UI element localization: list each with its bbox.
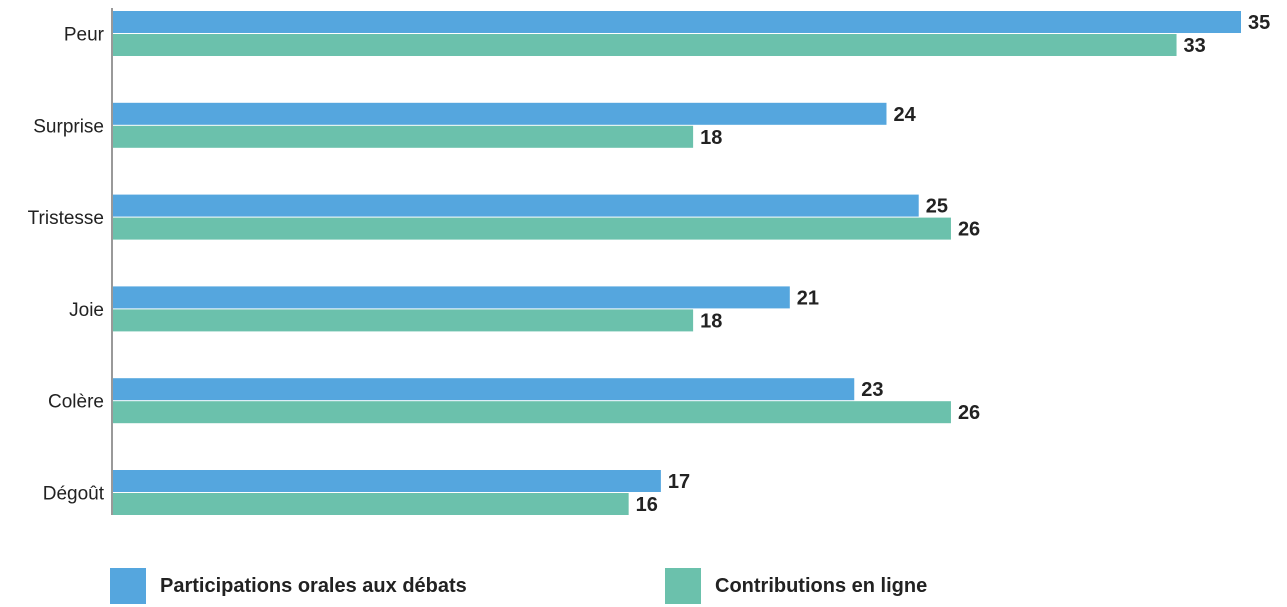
bar-online-peur — [113, 34, 1177, 56]
bar-oral-surprise — [113, 102, 887, 125]
bar-online-joie — [113, 309, 694, 332]
bar-online-surprise — [113, 125, 694, 148]
bar-oral-joie — [113, 286, 790, 309]
legend-label-online: Contributions en ligne — [715, 574, 928, 597]
bar-oral-peur — [113, 11, 1241, 33]
bar-online-degout — [113, 493, 629, 515]
category-label-peur: Peur — [64, 25, 105, 46]
value-label-online-surprise: 18 — [700, 127, 722, 149]
value-label-oral-surprise: 24 — [893, 104, 916, 126]
value-label-oral-joie: 21 — [797, 287, 819, 309]
chart: Peur 35 33 Surprise 24 18 Tristesse 25 26 Joie 21 1… — [28, 8, 1270, 516]
value-label-oral-colere: 23 — [861, 379, 883, 401]
legend-label-oral: Participations orales aux débats — [160, 574, 467, 597]
value-label-oral-tristesse: 25 — [926, 196, 948, 218]
value-label-online-joie: 18 — [700, 310, 722, 332]
bar-oral-tristesse — [113, 194, 919, 217]
category-label-degout: Dégoût — [43, 484, 105, 505]
value-label-oral-peur: 35 — [1248, 12, 1270, 34]
legend-swatch-oral — [110, 568, 146, 604]
category-label-surprise: Surprise — [33, 116, 104, 137]
bar-online-colere — [113, 401, 951, 424]
value-label-online-colere: 26 — [958, 402, 980, 424]
legend-item-online: Contributions en ligne — [665, 568, 927, 604]
bar-oral-colere — [113, 378, 855, 401]
value-label-online-peur: 33 — [1184, 35, 1206, 57]
category-label-tristesse: Tristesse — [28, 208, 104, 229]
legend-item-oral: Participations orales aux débats — [110, 568, 467, 604]
legend: Participations orales aux débats Contrib… — [110, 568, 1260, 604]
legend-swatch-online — [665, 568, 701, 604]
category-label-joie: Joie — [69, 300, 104, 321]
value-label-online-degout: 16 — [636, 494, 658, 516]
bar-oral-degout — [113, 470, 661, 492]
bar-online-tristesse — [113, 217, 951, 240]
value-label-oral-degout: 17 — [668, 471, 690, 493]
category-label-colere: Colère — [48, 392, 104, 413]
value-label-online-tristesse: 26 — [958, 219, 980, 241]
